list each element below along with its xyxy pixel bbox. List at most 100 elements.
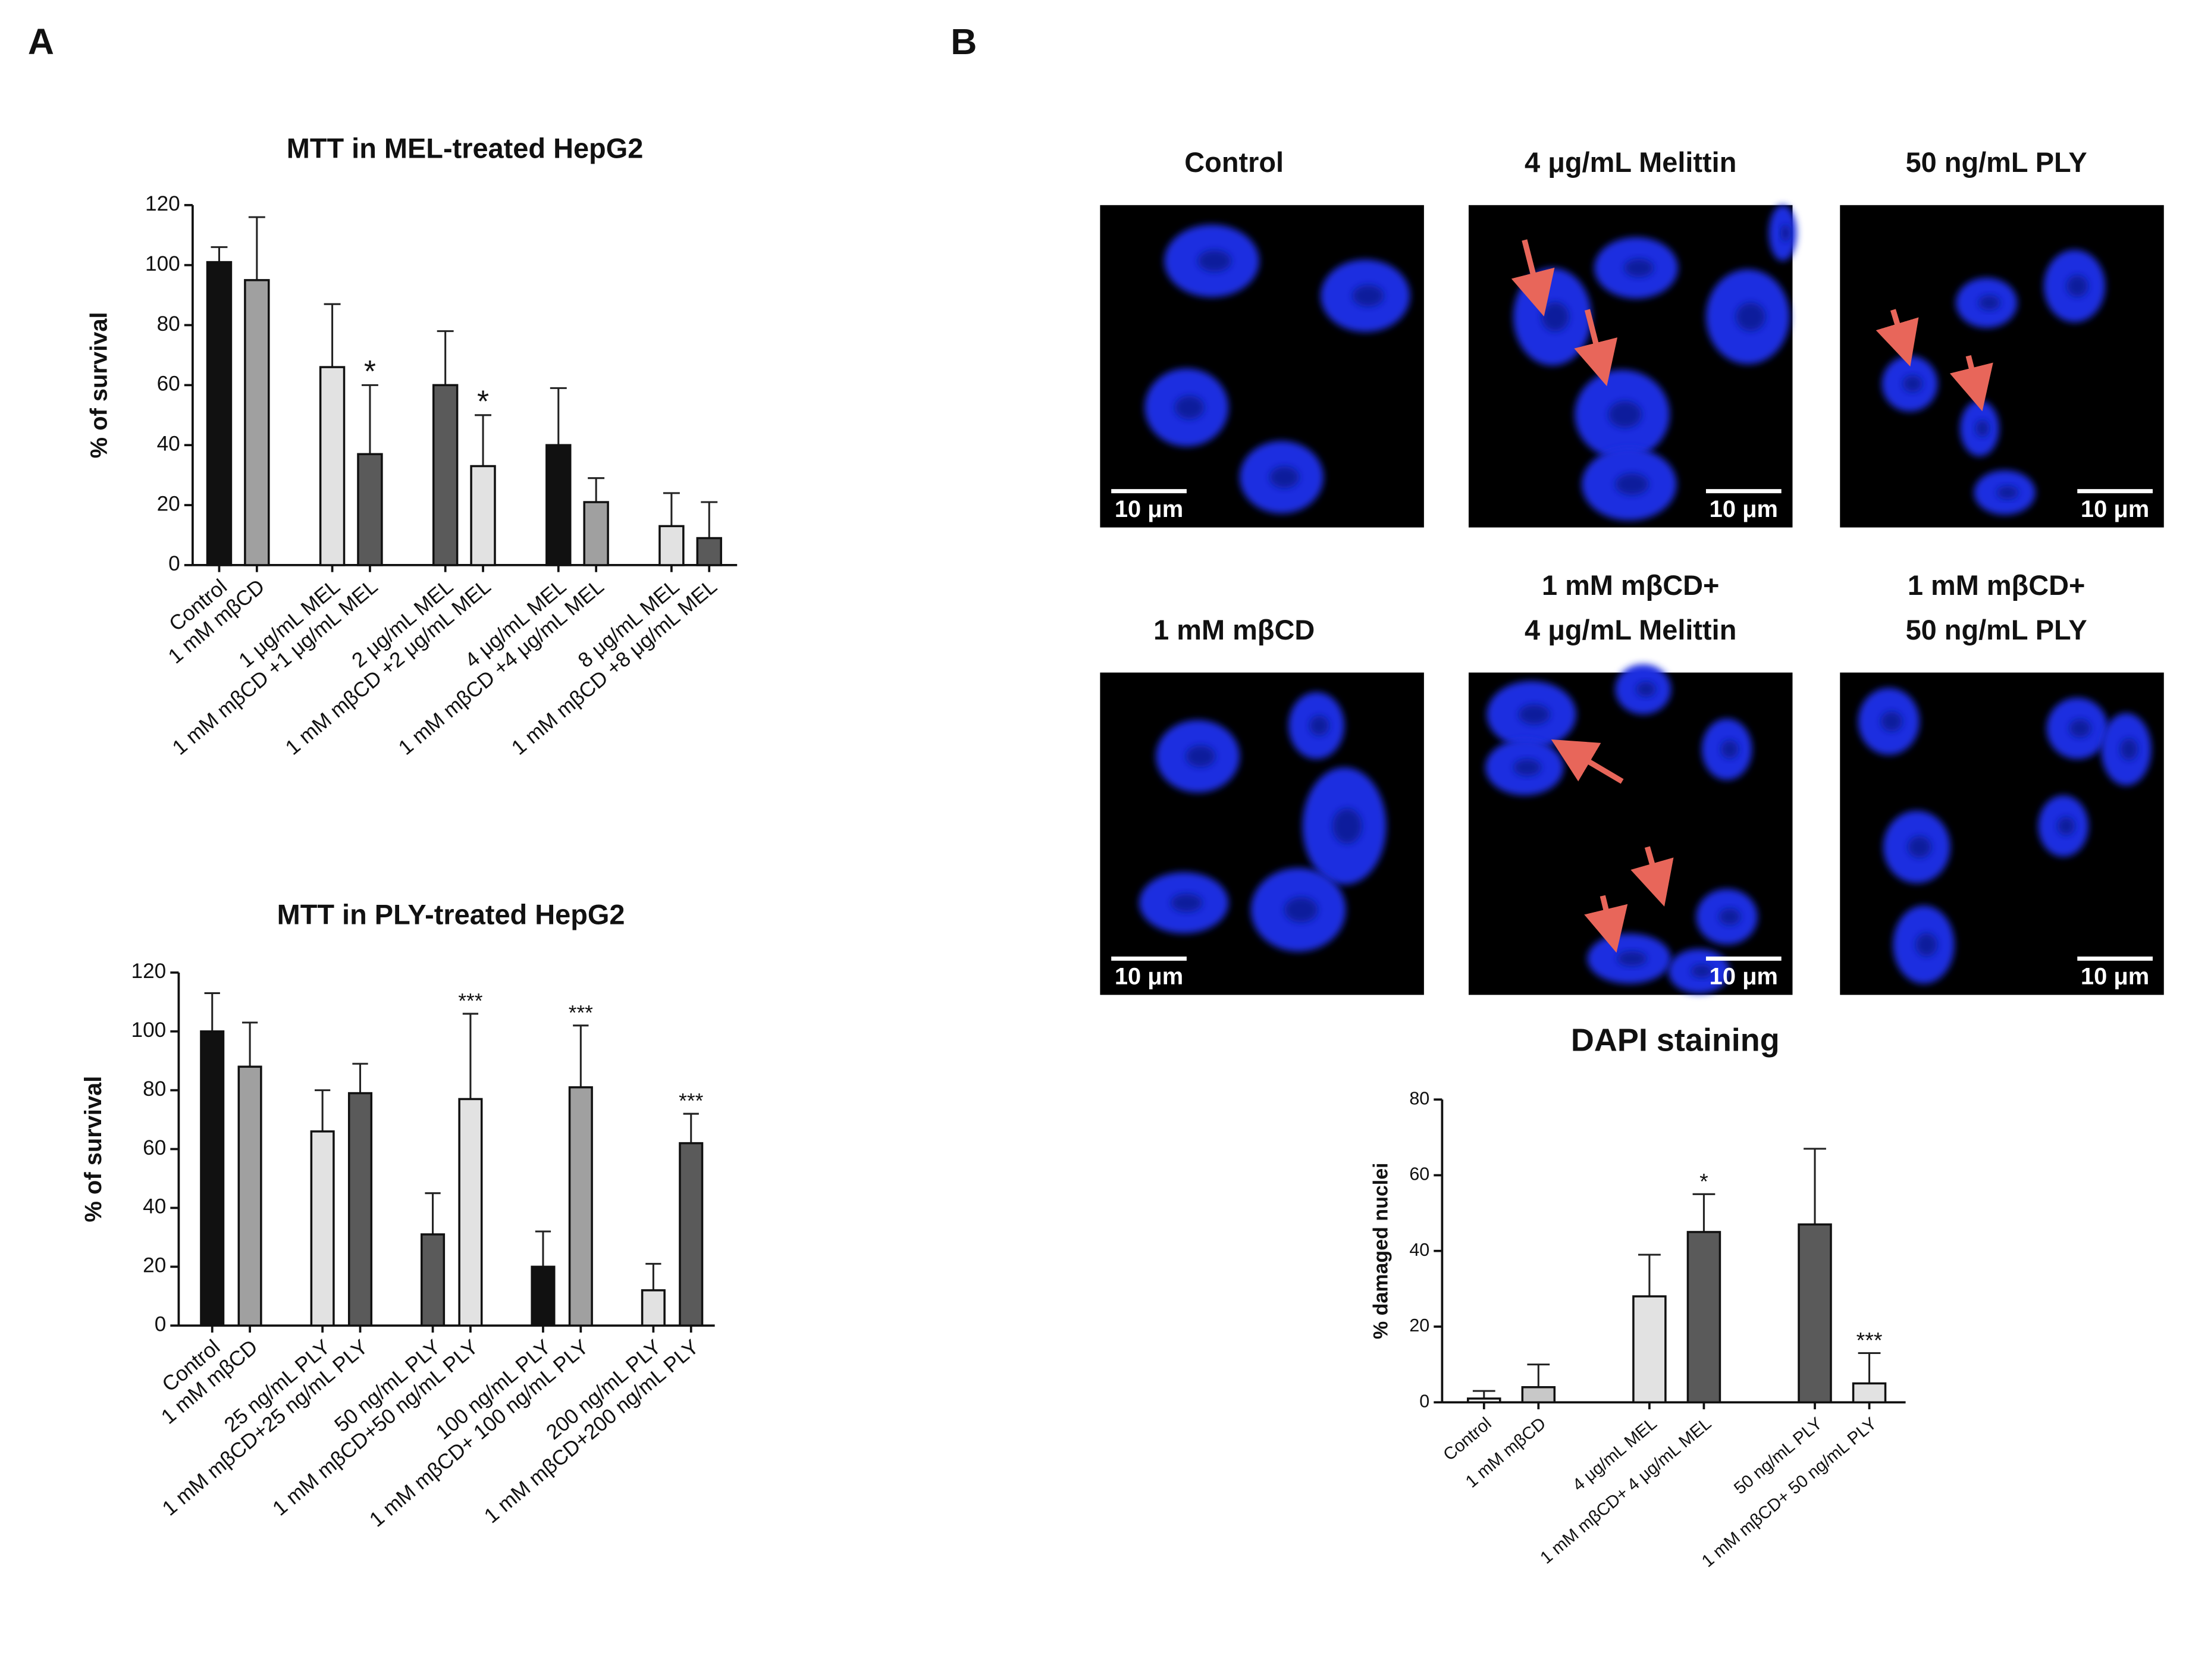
y-tick-label: 80: [157, 312, 180, 336]
image-title: 4 μg/mL Melittin: [1525, 615, 1736, 645]
bar: [679, 1142, 704, 1327]
nucleus-core: [1624, 258, 1654, 277]
nucleus-core: [1174, 396, 1205, 419]
nucleus-core: [1691, 964, 1713, 978]
y-tick-label: 100: [145, 252, 180, 275]
nucleus-core: [1269, 466, 1299, 488]
arrow: [1949, 355, 1993, 412]
y-tick-label: 120: [131, 960, 167, 983]
bar: [458, 1098, 483, 1327]
nucleus-core: [1617, 951, 1647, 967]
image-title: 1 mM mβCD: [1153, 615, 1315, 645]
nucleus-core: [1975, 420, 1990, 437]
image-title: 50 ng/mL PLY: [1906, 615, 2087, 645]
nucleus-core: [1615, 473, 1649, 496]
nucleus-core: [1881, 711, 1903, 732]
nucleus-core: [1978, 295, 2000, 311]
chart-title: MTT in PLY-treated HepG2: [277, 899, 625, 930]
y-axis-label: % of survival: [80, 1076, 106, 1223]
panel-label: A: [28, 21, 54, 62]
y-tick-label: 20: [1409, 1315, 1429, 1336]
nucleus-core: [1608, 401, 1642, 428]
significance: ***: [1856, 1328, 1883, 1353]
nucleus-core: [2069, 719, 2091, 738]
y-axis-label: % damaged nuclei: [1369, 1162, 1392, 1339]
y-tick-label: 40: [1409, 1240, 1429, 1260]
arrow: [1630, 846, 1674, 907]
arrow: [1574, 309, 1618, 387]
image-title: 50 ng/mL PLY: [1906, 147, 2087, 178]
nucleus-core: [1513, 758, 1541, 776]
significance: ***: [458, 990, 482, 1013]
bar: [696, 537, 722, 566]
nucleus-core: [1721, 740, 1739, 759]
y-tick-label: 0: [155, 1313, 167, 1336]
nucleus-core: [1780, 224, 1790, 242]
nucleus-core: [1736, 302, 1765, 331]
arrow: [1584, 895, 1628, 953]
y-tick-label: 80: [143, 1077, 166, 1101]
significance: *: [1699, 1168, 1708, 1193]
significance: ***: [569, 1001, 593, 1024]
y-tick-label: 60: [143, 1136, 166, 1159]
bar: [347, 1092, 373, 1327]
scale-label: 10 μm: [1115, 496, 1183, 522]
bar: [470, 465, 496, 566]
y-tick-label: 100: [131, 1018, 167, 1042]
significance: *: [477, 384, 489, 419]
significance: ***: [679, 1090, 703, 1113]
nucleus-core: [1902, 375, 1923, 393]
y-tick-label: 20: [143, 1254, 166, 1277]
nucleus-core: [1636, 682, 1656, 697]
bar: [1632, 1295, 1667, 1404]
bar: [583, 501, 609, 566]
nucleus-core: [1718, 908, 1740, 926]
bar: [200, 1030, 225, 1327]
bar: [1852, 1382, 1887, 1404]
bar: [1798, 1223, 1832, 1404]
nucleus-core: [1186, 745, 1216, 767]
nucleus-core: [2120, 738, 2138, 760]
nucleus-core: [1996, 485, 2018, 500]
arrow: [1511, 239, 1555, 316]
bar: [641, 1289, 666, 1327]
bar: [432, 384, 459, 566]
nucleus-core: [1332, 808, 1362, 844]
y-tick-label: 40: [143, 1195, 166, 1218]
nucleus-core: [1541, 302, 1569, 332]
bar: [357, 453, 383, 566]
nucleus-core: [1309, 715, 1329, 736]
nucleus-core: [1171, 894, 1203, 913]
nucleus-core: [1915, 933, 1937, 957]
y-axis-label: % of survival: [86, 312, 112, 458]
scale-label: 10 μm: [1710, 496, 1778, 522]
bar: [1686, 1231, 1721, 1404]
bar: [1467, 1397, 1501, 1404]
bar: [244, 279, 270, 566]
nucleus-core: [1284, 897, 1318, 923]
arrow: [1551, 739, 1624, 784]
nucleus-core: [2066, 275, 2088, 297]
nucleus-core: [1197, 250, 1231, 272]
image-title: 4 μg/mL Melittin: [1525, 147, 1736, 178]
nucleus-core: [2057, 817, 2075, 836]
y-tick-label: 60: [1409, 1164, 1429, 1184]
y-tick-label: 20: [157, 492, 180, 515]
bar: [421, 1233, 446, 1327]
bar: [319, 366, 346, 566]
image-title: Control: [1184, 147, 1284, 178]
panel-label: B: [951, 21, 977, 62]
arrow: [1876, 309, 1919, 367]
image-title: 1 mM mβCD+: [1908, 570, 2085, 601]
scale-label: 10 μm: [2081, 964, 2149, 990]
nucleus-core: [1519, 704, 1550, 725]
y-tick-label: 80: [1409, 1088, 1429, 1108]
y-tick-label: 120: [145, 192, 180, 215]
nucleus-core: [1908, 836, 1931, 858]
image-title: 1 mM mβCD+: [1542, 570, 1720, 601]
scale-label: 10 μm: [2081, 496, 2149, 522]
bar: [568, 1086, 593, 1327]
bar: [206, 261, 233, 566]
significance: *: [364, 354, 376, 388]
